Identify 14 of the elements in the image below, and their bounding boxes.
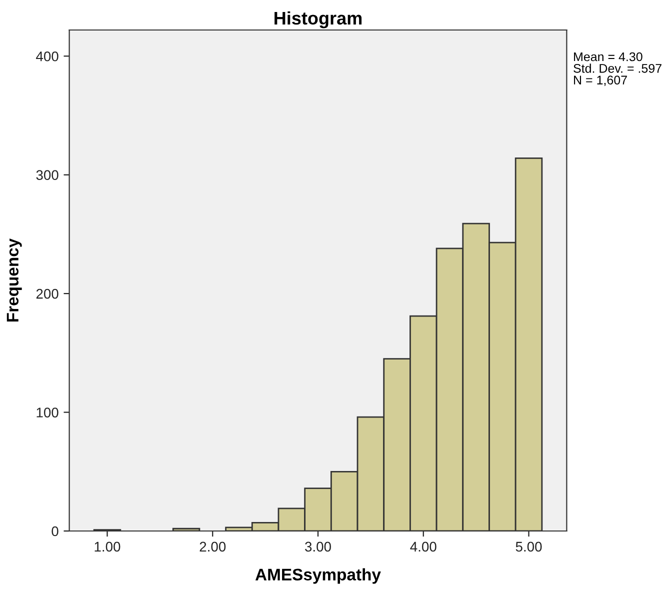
y-tick-label: 400 [36, 51, 58, 62]
x-tick-label: 4.00 [410, 542, 436, 552]
y-tick-label: 300 [36, 170, 58, 180]
x-tick-label: 1.00 [94, 542, 120, 552]
chart-title: Histogram [274, 11, 362, 28]
y-tick-label: 0 [52, 526, 58, 536]
x-tick-label: 5.00 [516, 542, 542, 552]
y-tick-label: 100 [36, 408, 58, 418]
x-axis-title: AMESsympathy [255, 568, 381, 584]
x-tick-label: 3.00 [305, 542, 331, 552]
x-tick-label: 2.00 [200, 542, 226, 552]
y-tick-label: 200 [36, 288, 58, 299]
y-axis-title: Frequency [6, 238, 22, 322]
text: Mean = 4.30 Std. Dev. = .597 N = 1,607 [574, 52, 662, 86]
